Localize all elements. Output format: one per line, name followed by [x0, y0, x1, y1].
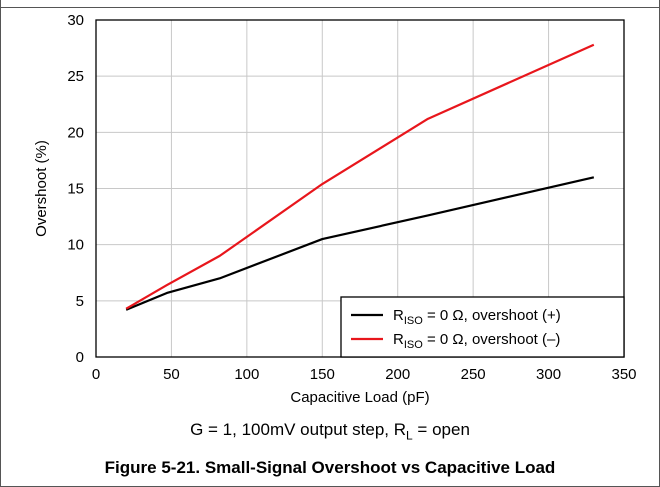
- series-lines: [125, 43, 595, 311]
- overshoot-chart: 0 50 100 150 200 250 300 350 0 5 10 15 20 25 30 Capaci…: [33, 12, 637, 406]
- x-tick-label: 50: [163, 366, 180, 383]
- tick-labels: 0 50 100 150 200 250 300 350 0 5 10 15 20 25 30: [67, 12, 636, 383]
- test-conditions: G = 1, 100mV output step, RL = open: [190, 420, 470, 443]
- legend-box: [340, 296, 625, 358]
- y-tick-label: 5: [76, 293, 84, 310]
- y-tick-label: 10: [67, 237, 84, 254]
- y-axis-label: Overshoot (%): [33, 140, 50, 237]
- top-rule: [0, 0, 660, 8]
- y-tick-label: 20: [67, 124, 84, 141]
- x-tick-label: 150: [310, 366, 335, 383]
- x-tick-label: 300: [536, 366, 561, 383]
- series-line-2: [125, 43, 595, 310]
- x-tick-label: 100: [234, 366, 259, 383]
- x-tick-label: 200: [385, 366, 410, 383]
- legend-label-2: RISO = 0 Ω, overshoot (–): [393, 331, 560, 351]
- x-tick-label: 250: [461, 366, 486, 383]
- x-tick-label: 350: [611, 366, 636, 383]
- y-tick-label: 15: [67, 181, 84, 198]
- y-tick-label: 25: [67, 68, 84, 85]
- y-tick-label: 30: [67, 12, 84, 29]
- legend: RISO = 0 Ω, overshoot (+) RISO = 0 Ω, ove…: [340, 296, 625, 358]
- legend-label-1: RISO = 0 Ω, overshoot (+): [393, 307, 561, 327]
- figure-caption: Figure 5-21. Small-Signal Overshoot vs C…: [104, 458, 556, 477]
- x-tick-label: 0: [92, 366, 100, 383]
- series-line-1: [125, 176, 595, 311]
- y-tick-label: 0: [76, 349, 84, 366]
- x-axis-label: Capacitive Load (pF): [290, 389, 429, 406]
